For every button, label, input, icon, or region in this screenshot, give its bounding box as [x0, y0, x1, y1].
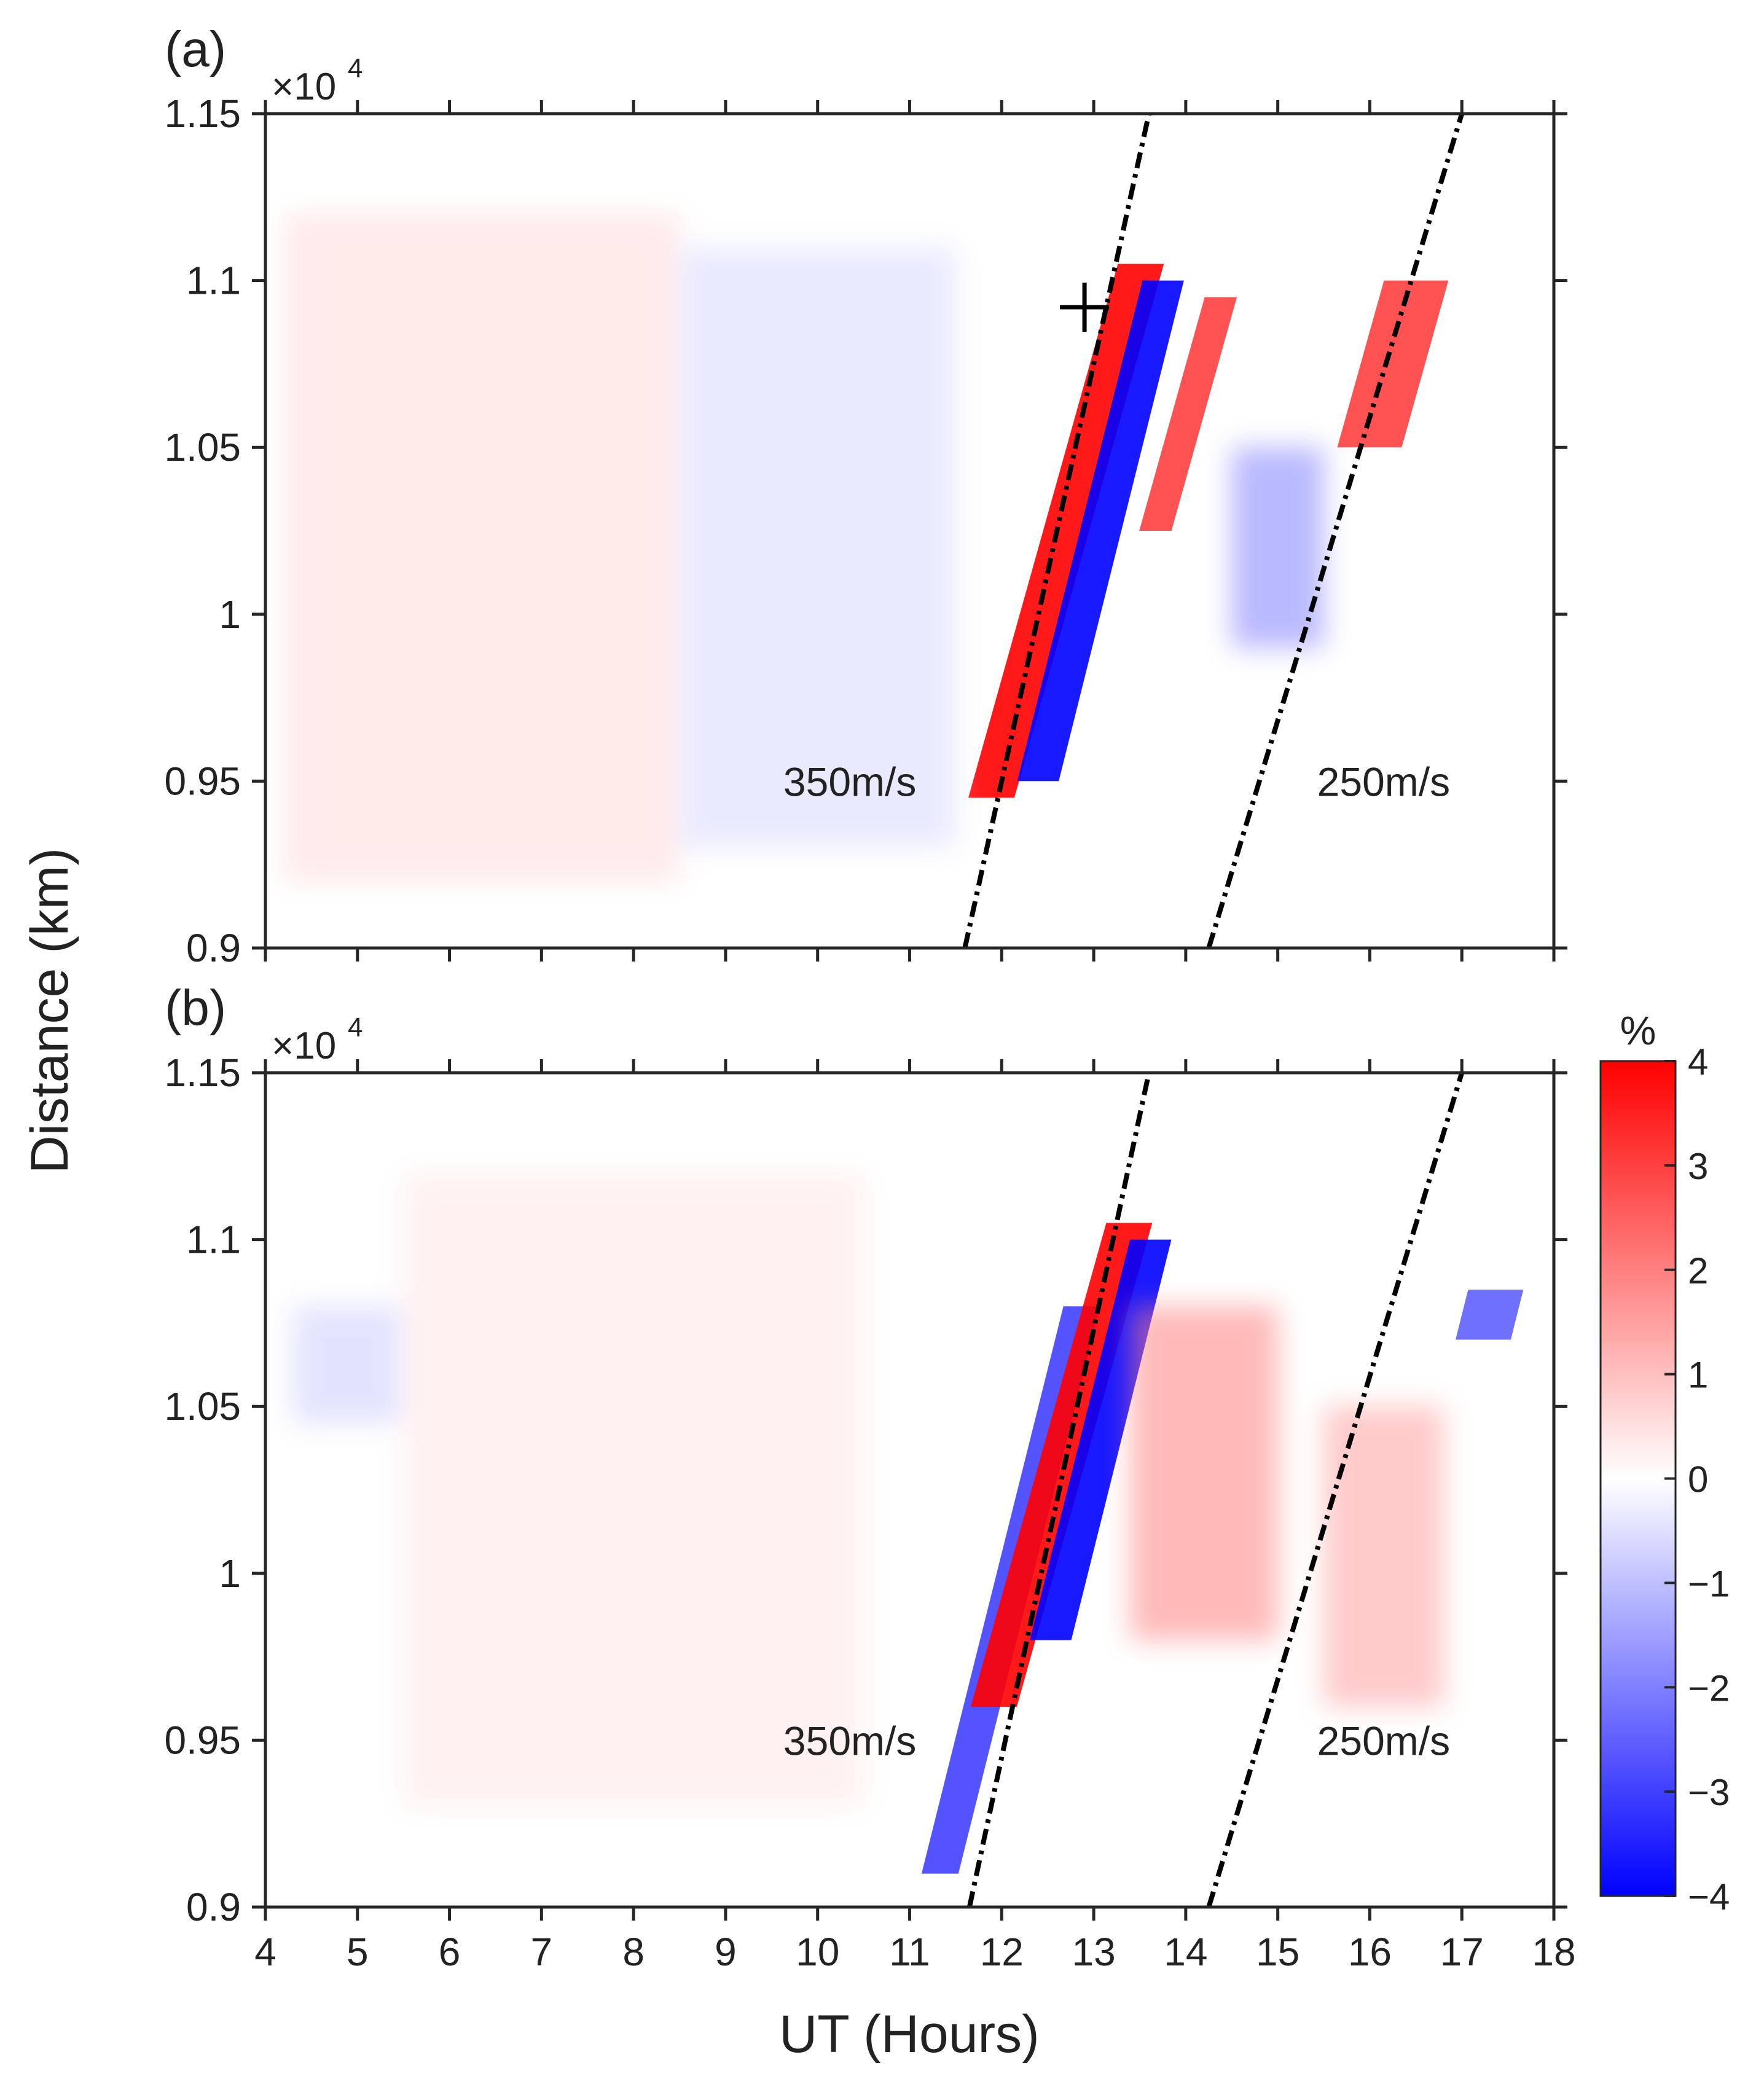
velocity-line	[962, 114, 1151, 948]
colorbar-gradient	[1599, 1060, 1677, 1897]
y-tick-label: 1.05	[164, 1384, 241, 1428]
x-tick-label: 4	[254, 1930, 276, 1974]
y-tick-label: 0.95	[164, 759, 241, 803]
y-tick-label: 1.15	[164, 92, 241, 136]
y-tick-label: 0.95	[164, 1718, 241, 1762]
colorbar-tick-label: 1	[1688, 1355, 1708, 1396]
velocity-annotation: 250m/s	[1317, 759, 1450, 804]
heatmap-feature	[1139, 297, 1237, 531]
heatmap-a	[283, 213, 1449, 882]
heatmap-feature	[1456, 1290, 1524, 1340]
colorbar-ticks: 4 3 2 1 0 −1 −2 −3 −4	[1664, 1041, 1730, 1918]
heatmap-feature	[283, 213, 680, 882]
y-multiplier-base-a: ×10	[272, 66, 336, 108]
ticks-a: 0.9 0.95 1 1.05 1.1 1.15	[164, 92, 1567, 970]
overlay-b: 350m/s 250m/s	[783, 1073, 1465, 1907]
y-tick-label: 1	[219, 592, 241, 637]
velocity-line	[1206, 114, 1465, 948]
y-tick-label: 1.1	[186, 1218, 241, 1262]
y-multiplier-exp-b: 4	[348, 1013, 363, 1043]
heatmap-feature	[1130, 1306, 1278, 1640]
velocity-annotation: 350m/s	[783, 759, 916, 804]
x-tick-label: 12	[980, 1930, 1024, 1974]
x-tick-label: 18	[1532, 1930, 1575, 1974]
y-tick-label: 1.15	[164, 1051, 241, 1095]
heatmap-feature	[292, 1306, 404, 1424]
x-tick-label: 15	[1256, 1930, 1299, 1974]
panel-label-b: (b)	[165, 980, 226, 1036]
x-tick-label: 5	[347, 1930, 369, 1974]
colorbar-label: %	[1620, 1008, 1656, 1053]
y-multiplier-a: ×10 4	[272, 53, 363, 108]
x-tick-label: 8	[622, 1930, 645, 1974]
y-tick-label: 1	[219, 1551, 241, 1596]
colorbar-tick-label: 4	[1688, 1041, 1708, 1083]
x-tick-label: 14	[1164, 1930, 1207, 1974]
ticks-b: 4 5 6 7 8 9 10 11 12 13 14 15 16 17 18 0.9 0.95 1 1.05 1.1 1…	[164, 1051, 1575, 1974]
colorbar-tick-label: −4	[1688, 1876, 1730, 1918]
y-tick-label: 0.9	[186, 1885, 241, 1929]
panel-b: 350m/s 250m/s 4 5 6 7 8 9 10 11 12 13 14 15 16 17 180.9…	[164, 980, 1575, 1974]
y-tick-label: 1.1	[186, 259, 241, 303]
velocity-annotation: 250m/s	[1317, 1718, 1450, 1763]
panel-a: 350m/s 250m/s 0.9 0.95 1 1.05 1.1 1.15 (a) ×10…	[164, 22, 1567, 970]
colorbar-tick-label: −3	[1688, 1772, 1730, 1813]
x-tick-label: 9	[715, 1930, 737, 1974]
y-multiplier-b: ×10 4	[272, 1013, 363, 1067]
heatmap-feature	[1337, 280, 1449, 448]
colorbar-tick-label: 2	[1688, 1250, 1708, 1291]
colorbar: % 4 3 2 1 0 −1 −2 −3 −4	[1599, 1008, 1730, 1918]
x-tick-label: 13	[1072, 1930, 1115, 1974]
panel-label-a: (a)	[165, 22, 226, 77]
x-axis-label: UT (Hours)	[779, 2005, 1040, 2064]
velocity-annotation: 350m/s	[783, 1718, 916, 1763]
heatmap-feature	[403, 1172, 864, 1808]
svg-text:×10: ×10	[272, 1025, 336, 1067]
colorbar-tick-label: 0	[1688, 1459, 1708, 1500]
velocity-line	[966, 1073, 1151, 1907]
heatmap-feature	[1323, 1406, 1444, 1707]
x-tick-label: 10	[796, 1930, 839, 1974]
colorbar-tick-label: 3	[1688, 1146, 1708, 1187]
heatmap-feature	[680, 247, 956, 848]
x-tick-label: 11	[889, 1930, 930, 1974]
y-multiplier-base-b: ×10	[272, 1025, 336, 1067]
y-axis-label: Distance (km)	[20, 848, 79, 1173]
colorbar-tick-label: −1	[1688, 1563, 1730, 1604]
y-multiplier-exp-a: 4	[348, 53, 363, 84]
colorbar-tick-label: −2	[1688, 1667, 1730, 1709]
overlay-a: 350m/s 250m/s	[783, 114, 1465, 948]
x-tick-label: 7	[531, 1930, 553, 1974]
heatmap-feature	[1231, 447, 1324, 648]
y-tick-label: 0.9	[186, 926, 241, 970]
x-tick-label: 6	[439, 1930, 461, 1974]
y-tick-label: 1.05	[164, 425, 241, 469]
x-tick-label: 16	[1348, 1930, 1392, 1974]
x-tick-label: 17	[1440, 1930, 1484, 1974]
svg-text:×10: ×10	[272, 66, 336, 108]
heatmap-feature	[1017, 280, 1184, 782]
velocity-line	[1206, 1073, 1465, 1907]
heatmap-b	[292, 1172, 1524, 1874]
